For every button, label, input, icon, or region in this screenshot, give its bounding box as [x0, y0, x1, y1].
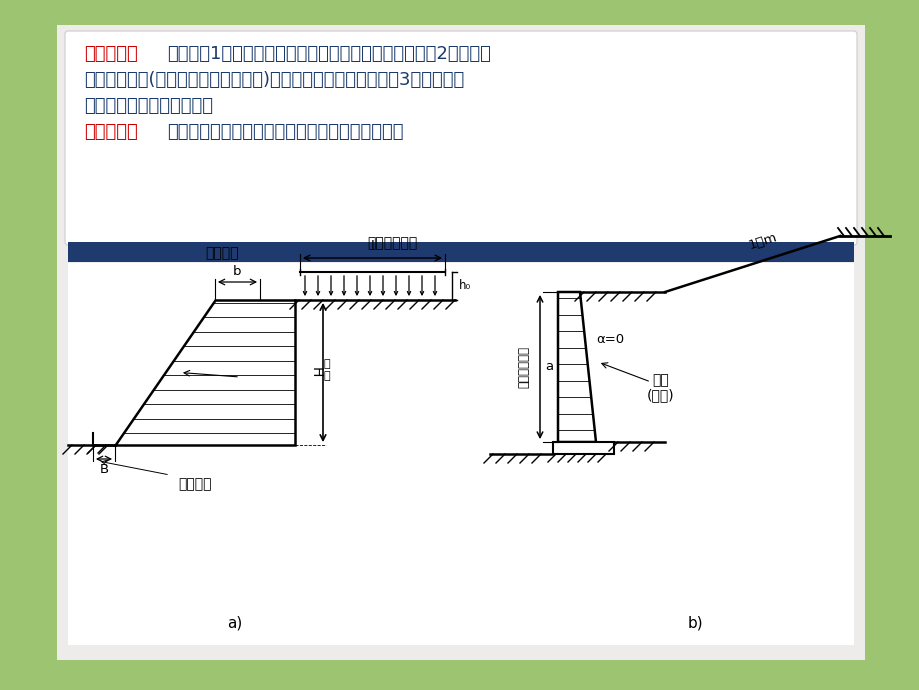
Text: H: H: [309, 367, 323, 377]
Text: 与其它建筑物(如房屋、铁路、水渠等)干扰扰或防止多占农田；（3）为防止沿: 与其它建筑物(如房屋、铁路、水渠等)干扰扰或防止多占农田；（3）为防止沿: [84, 71, 464, 89]
Text: b: b: [233, 265, 242, 278]
Text: 1：m: 1：m: [745, 230, 777, 252]
Text: a: a: [544, 360, 552, 373]
Polygon shape: [552, 442, 613, 454]
Bar: [57, 25, 864, 660]
Text: 路肩挡土墙: 路肩挡土墙: [84, 45, 138, 63]
Text: h₀: h₀: [459, 279, 471, 293]
Text: B: B: [99, 463, 108, 476]
Text: l: l: [370, 240, 374, 253]
Text: 墙背: 墙背: [242, 369, 258, 383]
Bar: [68, 242, 853, 262]
Text: ：用于（1）陡坡路堤，为保证路堤稳定，收缩坡脚；（2）为避免: ：用于（1）陡坡路堤，为保证路堤稳定，收缩坡脚；（2）为避免: [167, 45, 491, 63]
Text: 位: 位: [323, 371, 330, 382]
Text: (垂直): (垂直): [646, 388, 674, 402]
Bar: [68, 263, 853, 645]
Text: ：用于地形受限，需要收缩坡脚；防止陡坡堤下滑: ：用于地形受限，需要收缩坡脚；防止陡坡堤下滑: [167, 123, 403, 141]
Text: 墙顶填土高度: 墙顶填土高度: [516, 346, 530, 388]
Text: -α: -α: [186, 348, 199, 362]
Text: 墙背: 墙背: [652, 373, 669, 387]
Text: 单: 单: [323, 359, 330, 370]
Text: α=0: α=0: [596, 333, 623, 346]
Polygon shape: [558, 292, 596, 442]
Text: b): b): [686, 615, 702, 630]
Text: 河路堤受水流冲刷和淘刷。: 河路堤受水流冲刷和淘刷。: [84, 97, 213, 115]
Text: a): a): [227, 615, 243, 630]
Text: 墙底宽度: 墙底宽度: [178, 477, 211, 491]
Text: (仰斜): (仰斜): [236, 385, 264, 399]
Polygon shape: [115, 300, 295, 445]
Text: 活载分布宽度: 活载分布宽度: [367, 236, 417, 250]
Text: 墙顶宽度: 墙顶宽度: [205, 246, 238, 260]
FancyBboxPatch shape: [65, 31, 857, 245]
Text: 路堤挡土墙: 路堤挡土墙: [84, 123, 138, 141]
